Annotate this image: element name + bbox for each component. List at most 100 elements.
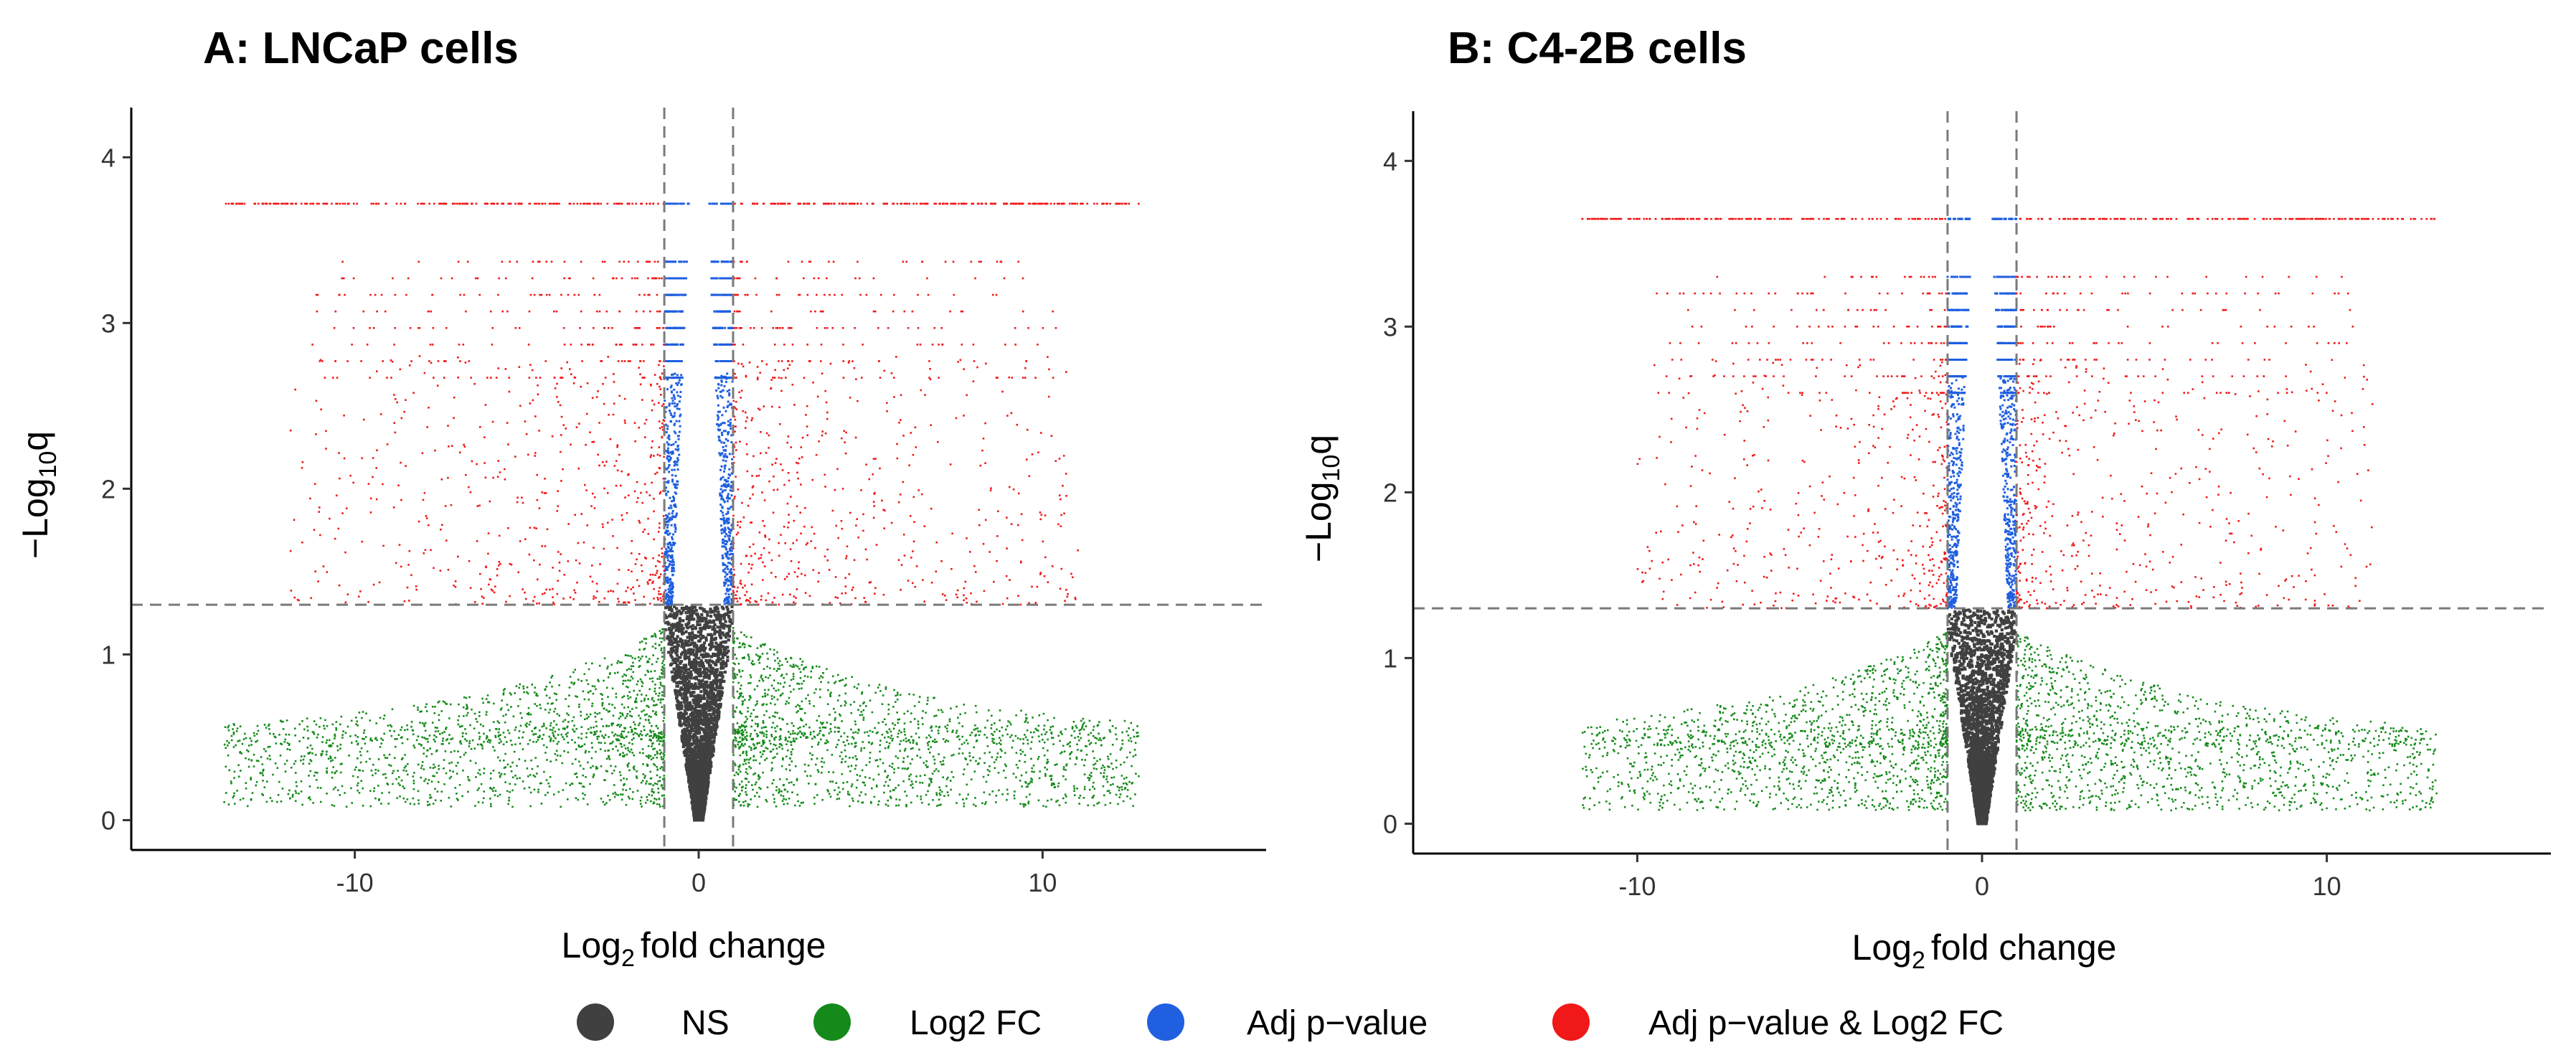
ns-point [705,624,709,628]
ns-point [684,689,687,693]
log2fc-point [263,786,266,788]
ns-point [678,707,681,710]
ns-point [677,609,681,613]
log2fc-point [752,755,755,757]
log2fc-point [574,773,576,775]
log2fc-point [740,725,743,728]
ns-point [727,634,731,638]
ns-point [712,702,715,706]
log2fc-point [659,684,662,686]
log2fc-point [935,794,938,796]
log2fc-point [544,794,547,796]
log2fc-point [841,757,844,760]
log2fc-point [449,703,452,706]
log2fc-point [735,729,737,731]
log2fc-point [789,733,792,735]
log2fc-point [434,727,437,729]
log2fc-point [1122,783,1125,785]
ns-point [704,734,707,737]
log2fc-point [448,762,450,765]
ns-point [695,736,699,740]
ns-point [691,722,694,726]
log2fc-point [577,679,580,681]
log2fc-point [780,675,783,677]
ns-point [729,618,732,622]
log2fc-point [628,750,631,753]
ns-point [675,673,679,676]
ns-point [693,790,697,793]
log2fc-point [640,796,643,798]
log2fc-point [1088,779,1090,781]
log2fc-point [645,694,648,696]
log2fc-point [857,683,860,686]
log2fc-point [314,771,316,774]
log2fc-point [584,718,586,720]
ns-point [694,627,697,630]
log2fc-point [791,791,793,793]
log2fc-point [1009,736,1011,738]
log2fc-point [300,780,303,783]
log2fc-point [452,770,454,773]
ns-point [692,648,695,652]
log2fc-point [735,746,737,748]
log2fc-point [621,793,624,795]
ns-point [704,746,707,750]
log2fc-point [397,783,400,785]
log2fc-point [445,727,448,729]
log2fc-point [999,739,1002,742]
ns-point [697,748,701,752]
ns-point [690,642,694,646]
ns-point [697,630,700,634]
log2fc-point [568,694,570,696]
log2fc-point [596,735,598,738]
log2fc-point [854,746,856,748]
ns-point [702,702,706,707]
ns-point [695,653,699,656]
ns-point [681,729,685,732]
ns-point [689,729,692,733]
log2fc-point [1117,803,1119,805]
log2fc-point [393,730,395,732]
log2fc-point [940,790,943,793]
log2fc-point [646,669,648,672]
log2fc-point [932,755,935,758]
log2fc-point [795,664,797,667]
ns-point [683,668,687,671]
log2fc-point [516,765,518,767]
log2fc-point [639,800,642,802]
ns-point [693,653,697,656]
ns-point [711,726,714,729]
ns-point [702,784,706,788]
ns-point [725,605,729,609]
log2fc-point [892,722,894,724]
ns-point [706,737,710,741]
log2fc-point [486,694,489,696]
log2fc-point [381,792,383,794]
log2fc-point [738,696,741,698]
log2fc-point [473,727,476,729]
log2fc-point [272,773,274,776]
log2fc-point [629,696,632,699]
ns-point [699,699,702,703]
ns-point [730,621,734,625]
log2fc-point [613,795,616,798]
log2fc-point [925,712,927,714]
ns-point [704,744,708,747]
ns-point [681,696,684,700]
log2fc-point [881,703,884,705]
log2fc-point [748,803,750,806]
log2fc-point [649,770,651,773]
log2fc-point [632,733,635,736]
log2fc-point [412,780,415,782]
log2fc-point [552,702,554,704]
log2fc-point [654,733,656,736]
log2fc-point [555,693,557,696]
log2fc-point [494,790,497,792]
ns-point [716,713,720,717]
log2fc-point [1052,725,1055,727]
log2fc-point [915,742,918,745]
log2fc-point [737,681,740,684]
ns-point [698,639,702,643]
ns-point [684,655,687,658]
log2fc-point [802,801,804,804]
